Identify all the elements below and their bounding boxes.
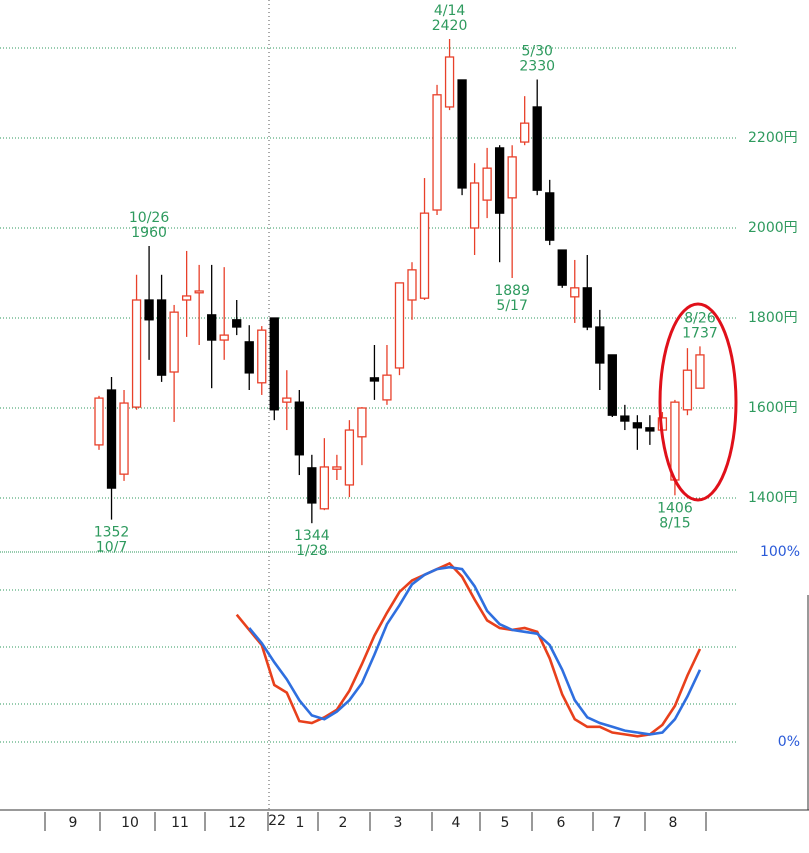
y-tick-label: 1400円: [748, 490, 798, 506]
candle-body: [469, 182, 480, 229]
candle-body: [369, 377, 380, 382]
candle-body: [444, 56, 455, 108]
candle-body: [319, 466, 330, 510]
candle-body: [595, 326, 605, 364]
candle-body: [582, 287, 592, 328]
annotation-price: 2330: [519, 59, 555, 75]
candle-body: [382, 374, 392, 401]
highlight-ellipse: [658, 302, 738, 502]
candle-body: [645, 427, 655, 432]
x-tick-label: 8: [669, 815, 678, 831]
candle-body: [670, 401, 680, 481]
candle-body: [507, 156, 517, 199]
candle-body: [632, 422, 643, 429]
candle-body: [432, 94, 442, 211]
x-tick-label: 3: [394, 815, 403, 831]
candle-body: [545, 192, 555, 241]
y-tick-label: 2000円: [748, 220, 798, 236]
candle-body: [570, 287, 580, 298]
candle-body: [94, 397, 104, 446]
candle-body: [344, 429, 355, 486]
annotation-price: 1737: [682, 325, 718, 341]
y-tick-label: 1800円: [748, 310, 798, 326]
candle-body: [332, 466, 342, 470]
candle-body: [169, 311, 179, 373]
y-tick-label: 100%: [760, 544, 800, 560]
candle-body: [269, 317, 279, 411]
stochastic-line: [235, 561, 702, 738]
candle-body: [244, 341, 254, 374]
candle-body: [232, 319, 242, 328]
candle-body: [494, 147, 505, 214]
x-tick-label: 7: [613, 815, 622, 831]
candle-body: [194, 290, 204, 294]
x-tick-label: 6: [557, 815, 566, 831]
candle-body: [607, 354, 617, 416]
annotation-date: 10/7: [96, 540, 127, 556]
candle-body: [482, 167, 492, 201]
annotation-date: 5/17: [496, 298, 527, 314]
annotation-price: 1352: [94, 525, 130, 541]
candle-body: [106, 389, 117, 489]
annotation-price: 1889: [494, 283, 530, 299]
candle-body: [156, 299, 167, 376]
candle-body: [294, 401, 304, 456]
x-tick-label: 10: [121, 815, 139, 831]
y-tick-label: 1600円: [748, 400, 798, 416]
annotation-price: 1960: [131, 225, 167, 241]
candle-body: [181, 295, 192, 301]
candle-body: [357, 407, 367, 438]
annotation-price: 1406: [657, 500, 693, 516]
candle-body: [419, 212, 430, 299]
candle-body: [131, 299, 142, 408]
annotation-date: 10/26: [129, 210, 169, 226]
candle-body: [695, 354, 705, 389]
candle-body: [520, 122, 530, 143]
annotation-price: 2420: [432, 18, 468, 34]
annotation-date: 8/26: [684, 310, 716, 326]
candle-body: [532, 106, 542, 191]
x-tick-label: 1: [296, 815, 305, 831]
x-tick-label: 4: [452, 815, 461, 831]
annotation-date: 1/28: [296, 543, 327, 559]
annotation-date: 4/14: [434, 3, 466, 19]
candle-body: [407, 269, 417, 301]
candle-body: [620, 415, 630, 422]
candle-body: [394, 282, 405, 369]
annotation-date: 5/30: [521, 44, 552, 60]
x-tick-label: 12: [228, 815, 246, 831]
y-tick-label: 2200円: [748, 130, 798, 146]
candle-body: [257, 329, 267, 384]
candle-body: [282, 397, 292, 403]
candle-body: [119, 402, 129, 475]
candle-body: [307, 467, 317, 504]
stochastic-line: [248, 565, 702, 736]
x-tick-label: 11: [171, 815, 189, 831]
candle-body: [682, 369, 693, 411]
year-label: 22: [268, 813, 286, 829]
candle-body: [557, 249, 567, 286]
candle-body: [457, 79, 467, 189]
y-tick-label: 0%: [778, 734, 800, 750]
x-tick-label: 2: [339, 815, 348, 831]
candle-body: [144, 299, 154, 321]
annotation-date: 8/15: [659, 515, 690, 531]
annotation-price: 1344: [294, 528, 330, 544]
x-tick-label: 5: [501, 815, 510, 831]
x-tick-label: 9: [69, 815, 78, 831]
candle-body: [207, 314, 217, 341]
candle-body: [219, 334, 229, 341]
